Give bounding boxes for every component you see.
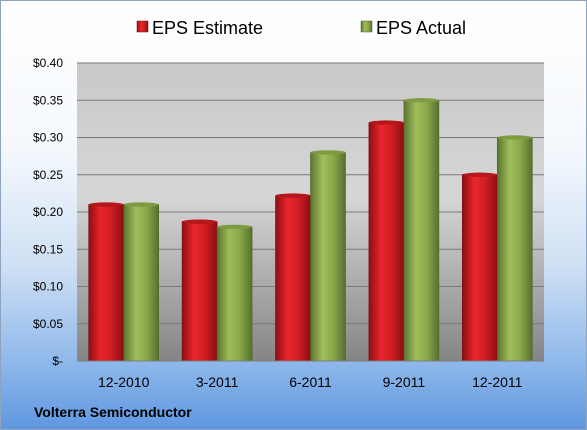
bar-eps-estimate bbox=[368, 122, 405, 362]
bar-eps-estimate bbox=[88, 204, 124, 362]
bar-series bbox=[88, 98, 533, 362]
bar-eps-actual-cap bbox=[403, 98, 439, 103]
legend-swatch-actual bbox=[360, 20, 373, 33]
y-tick-label: $0.40 bbox=[33, 56, 63, 70]
bar-eps-actual-cap bbox=[310, 150, 346, 155]
bar-eps-actual bbox=[216, 226, 253, 362]
bar-eps-actual bbox=[403, 99, 440, 362]
bar-eps-estimate bbox=[181, 221, 218, 362]
x-tick-label: 3-2011 bbox=[196, 374, 239, 390]
x-tick-label: 12-2011 bbox=[472, 374, 523, 390]
bar-eps-actual bbox=[496, 137, 533, 362]
bar-eps-actual bbox=[310, 152, 346, 362]
x-tick-label: 12-2010 bbox=[98, 374, 150, 390]
bar-eps-actual-cap bbox=[123, 202, 159, 207]
y-tick-label: $0.25 bbox=[33, 168, 63, 182]
legend-label-estimate: EPS Estimate bbox=[152, 18, 263, 38]
bar-eps-estimate-cap bbox=[182, 219, 218, 224]
bar-eps-actual bbox=[123, 204, 159, 362]
x-tick-label: 9-2011 bbox=[383, 374, 426, 390]
y-tick-label: $0.10 bbox=[33, 280, 63, 294]
y-tick-label: $0.35 bbox=[33, 93, 63, 107]
y-tick-label: $0.15 bbox=[33, 242, 63, 256]
bar-eps-actual-cap bbox=[497, 135, 533, 140]
y-tick-label: $- bbox=[52, 354, 63, 368]
legend-swatch-estimate bbox=[136, 20, 149, 33]
bar-eps-estimate bbox=[461, 174, 498, 362]
legend-label-actual: EPS Actual bbox=[376, 18, 466, 38]
bar-eps-estimate-cap bbox=[275, 193, 311, 198]
x-axis-ticks: 12-2010 3-2011 6-2011 9-2011 12-2011 bbox=[98, 374, 523, 390]
bar-eps-estimate bbox=[275, 195, 311, 362]
bar-eps-actual-cap bbox=[217, 224, 253, 230]
company-name: Volterra Semiconductor bbox=[34, 404, 192, 420]
bar-eps-estimate-cap bbox=[88, 202, 124, 207]
x-tick-label: 6-2011 bbox=[289, 374, 332, 390]
y-tick-label: $0.30 bbox=[33, 131, 63, 145]
y-tick-label: $0.20 bbox=[33, 205, 63, 219]
bar-eps-estimate-cap bbox=[368, 120, 404, 125]
y-axis-ticks: $- $0.05 $0.10 $0.15 $0.20 $0.25 $0.30 $0.35 $0.… bbox=[33, 56, 63, 368]
bar-eps-estimate-cap bbox=[462, 172, 498, 177]
legend: EPS Estimate EPS Actual bbox=[136, 18, 466, 38]
y-tick-label: $0.05 bbox=[33, 317, 63, 331]
